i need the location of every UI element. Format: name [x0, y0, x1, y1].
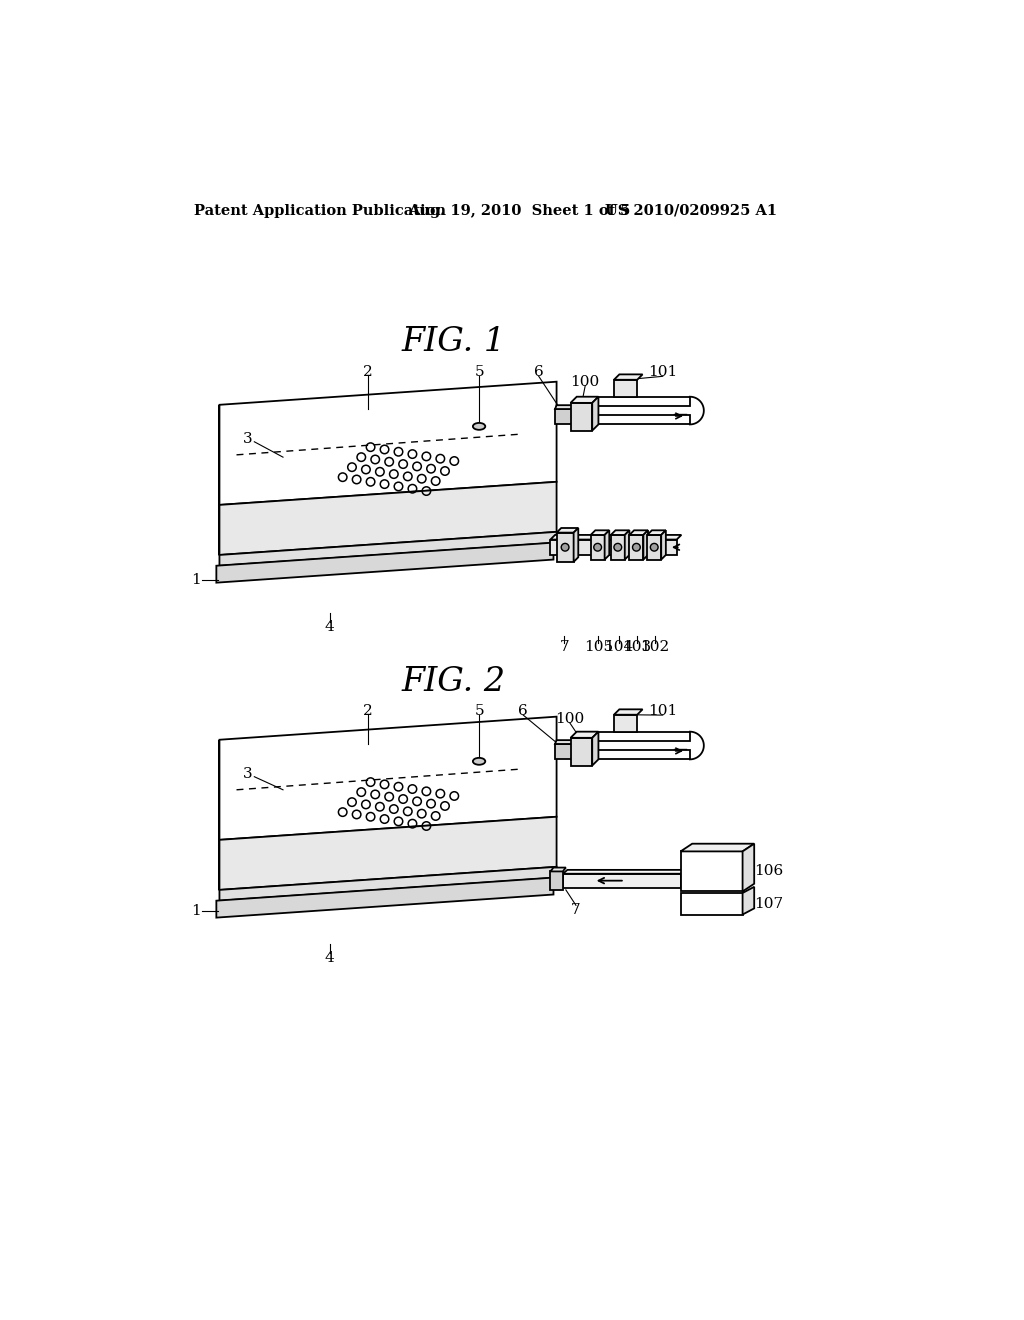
- Polygon shape: [681, 843, 755, 851]
- Polygon shape: [219, 717, 557, 840]
- Text: 5: 5: [474, 366, 484, 379]
- Ellipse shape: [473, 758, 485, 764]
- Text: 5: 5: [474, 705, 484, 718]
- Polygon shape: [598, 750, 690, 759]
- Circle shape: [594, 544, 601, 552]
- Polygon shape: [598, 416, 690, 425]
- Polygon shape: [216, 543, 554, 582]
- Polygon shape: [647, 535, 662, 560]
- Text: Patent Application Publication: Patent Application Publication: [194, 203, 445, 218]
- Text: 3: 3: [244, 433, 253, 446]
- Text: 103: 103: [623, 640, 651, 655]
- Polygon shape: [570, 738, 592, 766]
- Polygon shape: [630, 535, 643, 560]
- Polygon shape: [598, 397, 690, 407]
- Text: US 2010/0209925 A1: US 2010/0209925 A1: [605, 203, 777, 218]
- Text: 4: 4: [325, 950, 335, 965]
- Polygon shape: [630, 531, 648, 535]
- Polygon shape: [555, 405, 573, 409]
- Polygon shape: [550, 871, 563, 890]
- Polygon shape: [570, 397, 598, 403]
- Polygon shape: [681, 851, 742, 891]
- Polygon shape: [647, 531, 666, 535]
- Polygon shape: [591, 535, 604, 560]
- Polygon shape: [614, 375, 643, 380]
- Text: 104: 104: [604, 640, 633, 655]
- Text: 3: 3: [244, 767, 253, 781]
- Text: 2: 2: [364, 705, 373, 718]
- Text: Aug. 19, 2010  Sheet 1 of 5: Aug. 19, 2010 Sheet 1 of 5: [409, 203, 631, 218]
- Polygon shape: [219, 482, 557, 554]
- Polygon shape: [555, 409, 572, 425]
- Polygon shape: [611, 535, 625, 560]
- Polygon shape: [570, 403, 592, 430]
- Polygon shape: [625, 531, 630, 560]
- Polygon shape: [742, 843, 755, 891]
- Polygon shape: [742, 887, 755, 915]
- Text: 101: 101: [648, 366, 677, 379]
- Polygon shape: [592, 397, 598, 430]
- Polygon shape: [563, 874, 681, 887]
- Polygon shape: [643, 531, 648, 560]
- Text: 101: 101: [648, 705, 677, 718]
- Polygon shape: [591, 531, 609, 535]
- Text: 102: 102: [640, 640, 670, 655]
- Polygon shape: [219, 381, 557, 506]
- Text: 1: 1: [191, 573, 201, 587]
- Text: 100: 100: [570, 375, 600, 388]
- Text: 105: 105: [584, 640, 613, 655]
- Polygon shape: [573, 528, 579, 562]
- Polygon shape: [219, 867, 557, 900]
- Circle shape: [633, 544, 640, 552]
- Polygon shape: [614, 709, 643, 714]
- Circle shape: [561, 544, 569, 552]
- Text: 7: 7: [559, 640, 569, 655]
- Text: 6: 6: [518, 705, 528, 718]
- Polygon shape: [614, 714, 637, 731]
- Polygon shape: [604, 531, 609, 560]
- Polygon shape: [563, 870, 685, 874]
- Polygon shape: [216, 878, 554, 917]
- Circle shape: [650, 544, 658, 552]
- Text: 6: 6: [534, 366, 544, 379]
- Polygon shape: [614, 380, 637, 397]
- Text: 2: 2: [364, 366, 373, 379]
- Text: FIG. 2: FIG. 2: [401, 667, 506, 698]
- Polygon shape: [550, 867, 566, 871]
- Text: 100: 100: [555, 711, 585, 726]
- Polygon shape: [592, 731, 598, 766]
- Text: 1: 1: [191, 904, 201, 919]
- Polygon shape: [555, 741, 573, 744]
- Polygon shape: [557, 533, 573, 562]
- Text: 7: 7: [571, 903, 581, 917]
- Polygon shape: [555, 744, 572, 759]
- Polygon shape: [550, 535, 681, 540]
- Ellipse shape: [473, 422, 485, 430]
- Circle shape: [614, 544, 622, 552]
- Text: 106: 106: [755, 865, 783, 878]
- Polygon shape: [219, 817, 557, 890]
- Polygon shape: [570, 731, 598, 738]
- Text: FIG. 1: FIG. 1: [401, 326, 506, 358]
- Text: 4: 4: [325, 619, 335, 634]
- Polygon shape: [598, 731, 690, 741]
- Polygon shape: [550, 540, 677, 554]
- Polygon shape: [662, 531, 666, 560]
- Polygon shape: [557, 528, 579, 533]
- Polygon shape: [681, 892, 742, 915]
- Text: 107: 107: [755, 896, 783, 911]
- Polygon shape: [219, 532, 557, 566]
- Polygon shape: [611, 531, 630, 535]
